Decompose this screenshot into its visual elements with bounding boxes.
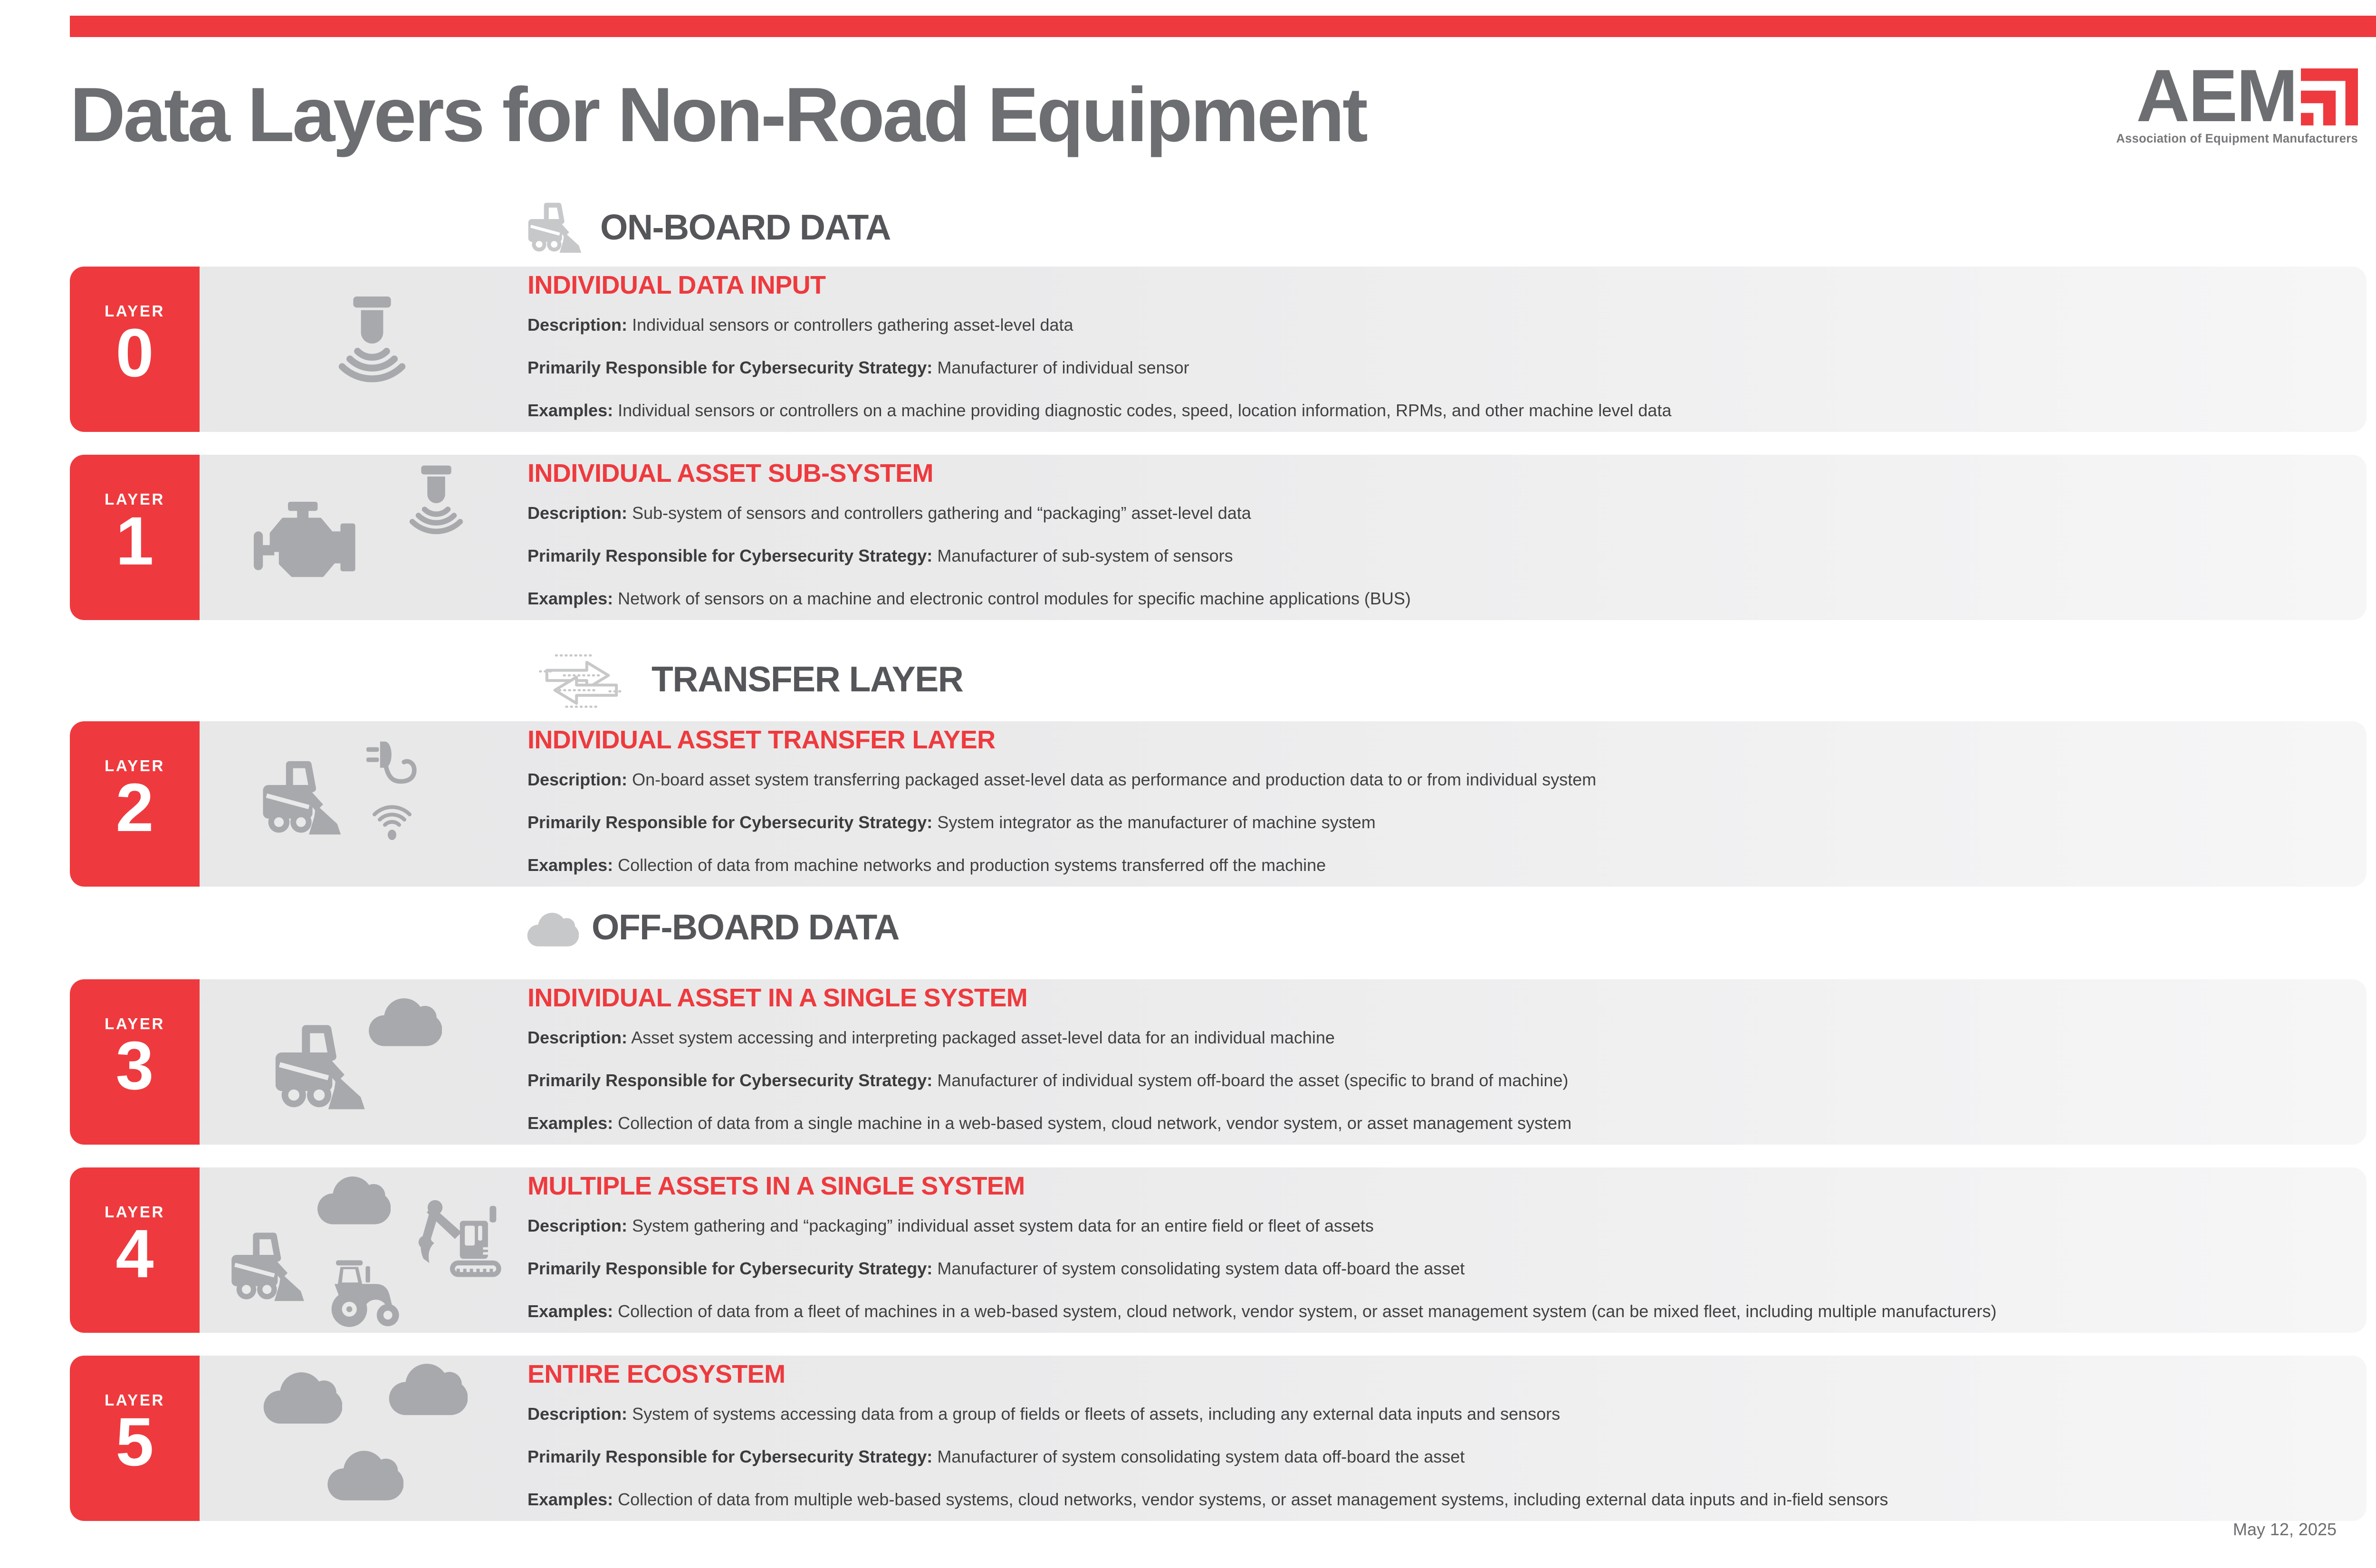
layer-content: ENTIRE ECOSYSTEM Description: System of …	[527, 1356, 2341, 1510]
layer-content: INDIVIDUAL DATA INPUT Description: Indiv…	[527, 267, 2341, 421]
layer-badge-number: 0	[115, 316, 154, 392]
layer-examples: Examples: Network of sensors on a machin…	[527, 589, 1411, 609]
layer-row-0: LAYER 0 INDIVIDUAL DATA INPUT Descriptio…	[70, 267, 2366, 432]
cloud-icon	[324, 1444, 403, 1502]
sensor-icon	[329, 288, 415, 399]
layer-badge: LAYER 0	[70, 267, 200, 432]
layer-description: Description: On-board asset system trans…	[527, 770, 1597, 790]
layer-examples: Examples: Collection of data from a flee…	[527, 1301, 1997, 1321]
layer-responsible: Primarily Responsible for Cybersecurity …	[527, 358, 1189, 378]
layer-badge-label: LAYER	[105, 492, 165, 509]
layer-badge-label: LAYER	[105, 1205, 165, 1222]
layer-row-2: LAYER 2 INDIVIDUAL ASSET TRANSFER LAYER …	[70, 721, 2366, 887]
layer-badge-label: LAYER	[105, 1016, 165, 1033]
aem-logo-tagline: Association of Equipment Manufacturers	[2116, 130, 2358, 145]
layer-examples: Examples: Collection of data from a sing…	[527, 1113, 1572, 1133]
layer-content: INDIVIDUAL ASSET IN A SINGLE SYSTEM Desc…	[527, 979, 2341, 1133]
layer-responsible: Primarily Responsible for Cybersecurity …	[527, 546, 1233, 566]
section-header-on-board: ON-BOARD DATA	[525, 201, 891, 255]
layer-examples: Examples: Individual sensors or controll…	[527, 401, 1672, 421]
layer-badge-number: 5	[115, 1405, 154, 1481]
page-title: Data Layers for Non-Road Equipment	[70, 73, 1368, 158]
wifi-icon	[368, 803, 416, 845]
layer-responsible: Primarily Responsible for Cybersecurity …	[527, 813, 1376, 832]
section-title: TRANSFER LAYER	[651, 659, 964, 699]
layer-badge-number: 4	[115, 1217, 154, 1293]
layer-badge: LAYER 4	[70, 1167, 200, 1333]
skid-steer-icon	[271, 1022, 374, 1113]
aem-logo-text: AEM	[2136, 56, 2298, 138]
layer-badge: LAYER 2	[70, 721, 200, 887]
layer-description: Description: System gathering and “packa…	[527, 1216, 1374, 1236]
layer-badge-number: 2	[115, 771, 154, 847]
layer-responsible: Primarily Responsible for Cybersecurity …	[527, 1447, 1465, 1467]
layer-badge-number: 1	[115, 505, 154, 580]
layer-row-4: LAYER 4 MULTIPLE ASSETS IN A SINGLE SYST…	[70, 1167, 2366, 1333]
layer-row-1: LAYER 1 INDIVIDUAL ASSET SUB-SYSTEM Desc…	[70, 455, 2366, 620]
section-title: OFF-BOARD DATA	[592, 907, 900, 947]
plug-icon	[359, 737, 425, 794]
layer-icons	[200, 721, 523, 887]
layer-description: Description: System of systems accessing…	[527, 1404, 1561, 1424]
section-title: ON-BOARD DATA	[600, 207, 891, 248]
top-accent-bar	[70, 16, 2376, 37]
layer-badge: LAYER 1	[70, 455, 200, 620]
skid-steer-icon	[228, 1230, 311, 1304]
layer-row-5: LAYER 5 ENTIRE ECOSYSTEM Description: Sy…	[70, 1356, 2366, 1521]
layer-title: INDIVIDUAL ASSET TRANSFER LAYER	[527, 726, 996, 754]
skid-steer-icon	[525, 201, 587, 255]
transfer-arrows-icon	[525, 649, 639, 711]
sensor-icon	[402, 465, 470, 542]
skid-steer-icon	[259, 758, 348, 838]
engine-icon	[249, 502, 372, 593]
aem-logo: AEM Association of Equipment Manufacture…	[2101, 56, 2358, 145]
section-header-off-board: OFF-BOARD DATA	[525, 905, 900, 951]
layer-icons	[200, 1167, 523, 1333]
layer-badge: LAYER 5	[70, 1356, 200, 1521]
layer-examples: Examples: Collection of data from multip…	[527, 1490, 1888, 1510]
section-header-transfer: TRANSFER LAYER	[525, 649, 964, 711]
publication-date: May 12, 2025	[2232, 1520, 2337, 1539]
layer-title: INDIVIDUAL DATA INPUT	[527, 271, 826, 299]
layer-badge-number: 3	[115, 1029, 154, 1105]
excavator-icon	[413, 1196, 505, 1279]
cloud-icon	[385, 1357, 468, 1417]
layer-title: INDIVIDUAL ASSET SUB-SYSTEM	[527, 459, 934, 488]
layer-description: Description: Sub-system of sensors and c…	[527, 503, 1251, 523]
layer-icons	[200, 979, 523, 1145]
layer-title: INDIVIDUAL ASSET IN A SINGLE SYSTEM	[527, 984, 1028, 1012]
layer-responsible: Primarily Responsible for Cybersecurity …	[527, 1071, 1569, 1090]
layer-row-3: LAYER 3 INDIVIDUAL ASSET IN A SINGLE SYS…	[70, 979, 2366, 1145]
layer-badge: LAYER 3	[70, 979, 200, 1145]
cloud-icon	[525, 908, 579, 948]
layer-description: Description: Asset system accessing and …	[527, 1028, 1335, 1048]
layer-description: Description: Individual sensors or contr…	[527, 315, 1073, 335]
cloud-icon	[365, 992, 442, 1048]
layer-icons	[200, 267, 523, 432]
cloud-icon	[314, 1170, 391, 1226]
tractor-icon	[325, 1256, 408, 1330]
layer-icons	[200, 1356, 523, 1521]
cloud-icon	[259, 1366, 342, 1425]
layer-badge-label: LAYER	[105, 758, 165, 775]
layer-title: ENTIRE ECOSYSTEM	[527, 1360, 786, 1388]
layer-title: MULTIPLE ASSETS IN A SINGLE SYSTEM	[527, 1172, 1025, 1200]
layer-content: MULTIPLE ASSETS IN A SINGLE SYSTEM Descr…	[527, 1167, 2341, 1321]
layer-badge-label: LAYER	[105, 304, 165, 321]
layer-responsible: Primarily Responsible for Cybersecurity …	[527, 1259, 1465, 1279]
layer-content: INDIVIDUAL ASSET TRANSFER LAYER Descript…	[527, 721, 2341, 875]
layer-icons	[200, 455, 523, 620]
layer-content: INDIVIDUAL ASSET SUB-SYSTEM Description:…	[527, 455, 2341, 609]
layer-examples: Examples: Collection of data from machin…	[527, 855, 1326, 875]
aem-corner-mark-icon	[2301, 68, 2358, 125]
layer-badge-label: LAYER	[105, 1393, 165, 1410]
